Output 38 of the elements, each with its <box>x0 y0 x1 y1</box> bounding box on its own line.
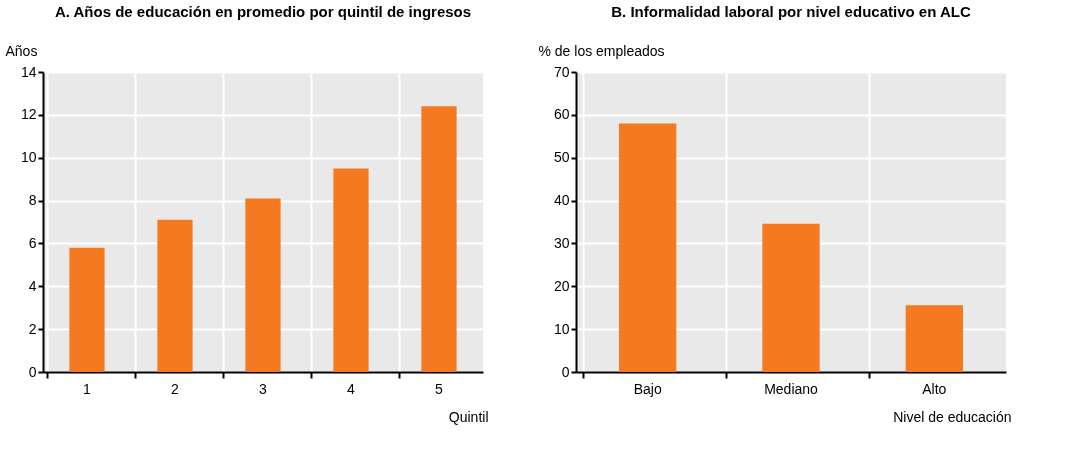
x-tick-label: Alto <box>922 380 947 397</box>
bar <box>619 123 677 372</box>
y-tick-label: 10 <box>20 149 37 166</box>
x-axis-title: Quintil <box>448 408 489 425</box>
y-tick-label: 70 <box>553 63 570 80</box>
x-tick-label: 5 <box>435 380 444 397</box>
bar <box>762 223 820 372</box>
bar <box>69 247 105 372</box>
x-tick-label: 1 <box>83 380 92 397</box>
y-tick-label: 12 <box>20 106 37 123</box>
bar <box>245 198 281 372</box>
y-tick-label: 14 <box>20 63 37 80</box>
y-tick-label: 6 <box>28 234 37 251</box>
y-axis-title: Años <box>5 42 38 59</box>
y-tick-label: 40 <box>553 192 570 209</box>
bar <box>157 219 193 372</box>
x-tick-label: Bajo <box>633 380 662 397</box>
x-tick-label: Mediano <box>764 380 819 397</box>
chart-title: A. Años de educación en promedio por quintil de ingresos <box>54 3 472 20</box>
y-axis-title: % de los empleados <box>538 42 665 59</box>
y-tick-label: 0 <box>28 363 37 380</box>
x-axis-title: Nivel de educación <box>893 408 1012 425</box>
y-tick-label: 4 <box>28 277 37 294</box>
chart-title: B. Informalidad laboral por nivel educativo en ALC <box>611 3 971 20</box>
y-tick-label: 60 <box>553 106 570 123</box>
y-tick-label: 30 <box>553 234 570 251</box>
bar <box>333 168 369 372</box>
y-tick-label: 2 <box>28 320 37 337</box>
bar <box>421 106 457 372</box>
y-tick-label: 20 <box>553 277 570 294</box>
y-tick-label: 10 <box>553 320 570 337</box>
y-tick-label: 8 <box>28 192 37 209</box>
y-tick-label: 0 <box>561 363 570 380</box>
y-tick-label: 50 <box>553 149 570 166</box>
x-tick-label: 3 <box>259 380 268 397</box>
x-tick-label: 4 <box>347 380 356 397</box>
x-tick-label: 2 <box>171 380 180 397</box>
bar <box>905 305 963 372</box>
